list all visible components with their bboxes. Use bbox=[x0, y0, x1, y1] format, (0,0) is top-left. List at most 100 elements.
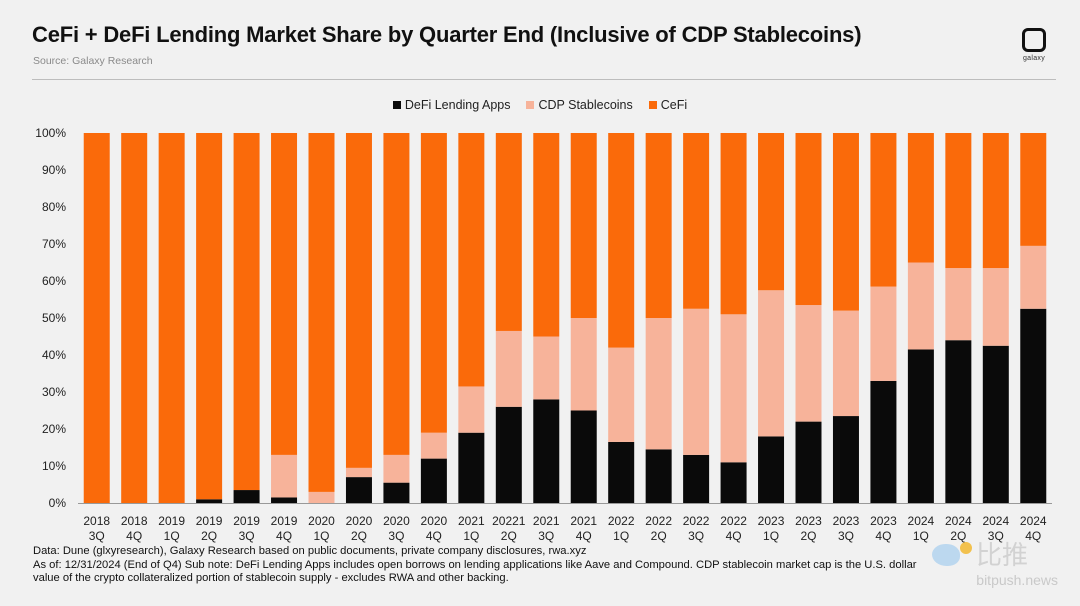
watermark-url: bitpush.news bbox=[976, 572, 1058, 588]
bar-segment-cefi bbox=[495, 133, 522, 331]
x-tick-quarter: 2Q bbox=[651, 529, 667, 543]
y-tick-label: 60% bbox=[42, 274, 66, 288]
bar-segment-defi bbox=[271, 497, 298, 503]
x-tick-year: 2019 bbox=[271, 514, 298, 528]
bar-segment-cdp bbox=[645, 318, 672, 450]
bar-segment-cefi bbox=[982, 133, 1009, 269]
x-tick-year: 2024 bbox=[945, 514, 972, 528]
x-tick-year: 2018 bbox=[121, 514, 148, 528]
x-tick-quarter: 3Q bbox=[89, 529, 105, 543]
bar-segment-defi bbox=[533, 399, 560, 503]
bar-segment-defi bbox=[870, 380, 897, 503]
x-tick-quarter: 4Q bbox=[276, 529, 292, 543]
bar-segment-cdp bbox=[383, 454, 410, 483]
x-tick-year: 2024 bbox=[908, 514, 935, 528]
bar-segment-cdp bbox=[907, 262, 934, 350]
galaxy-logo-icon bbox=[1022, 28, 1046, 52]
x-tick-year: 2024 bbox=[1020, 514, 1047, 528]
x-tick-quarter: 3Q bbox=[239, 529, 255, 543]
bar-segment-defi bbox=[645, 449, 672, 503]
legend-swatch-cdp bbox=[526, 101, 535, 109]
bar-segment-defi bbox=[420, 458, 447, 503]
bar-segment-defi bbox=[345, 477, 372, 503]
bar-segment-defi bbox=[907, 349, 934, 503]
chart-source: Source: Galaxy Research bbox=[33, 55, 153, 67]
bar-segment-cefi bbox=[271, 133, 298, 455]
x-tick-year: 2022 bbox=[645, 514, 672, 528]
x-tick-quarter: 4Q bbox=[576, 529, 592, 543]
bar-segment-cdp bbox=[458, 386, 485, 433]
chart-notes: Data: Dune (glxyresearch), Galaxy Resear… bbox=[33, 545, 1053, 586]
bar-segment-cdp bbox=[795, 305, 822, 422]
bar-segment-cefi bbox=[345, 133, 372, 468]
x-tick-quarter: 1Q bbox=[313, 529, 329, 543]
legend-label-defi: DeFi Lending Apps bbox=[404, 98, 511, 112]
bar-segment-defi bbox=[458, 432, 485, 503]
x-tick-year: 2023 bbox=[795, 514, 822, 528]
bar-segment-cefi bbox=[196, 133, 223, 500]
bar-segment-defi bbox=[233, 490, 260, 503]
y-tick-label: 70% bbox=[42, 237, 66, 251]
x-tick-year: 2022 bbox=[720, 514, 747, 528]
y-tick-label: 20% bbox=[42, 422, 66, 436]
x-tick-year: 2019 bbox=[233, 514, 260, 528]
x-tick-year: 2022 bbox=[608, 514, 635, 528]
x-tick-year: 2023 bbox=[833, 514, 860, 528]
bar-segment-cefi bbox=[832, 133, 859, 311]
x-tick-quarter: 2Q bbox=[950, 529, 966, 543]
bar-segment-cdp bbox=[271, 454, 298, 498]
bar-segment-defi bbox=[758, 436, 785, 503]
x-tick-quarter: 3Q bbox=[388, 529, 404, 543]
x-tick-year: 2020 bbox=[421, 514, 448, 528]
x-tick-year: 20221 bbox=[492, 514, 526, 528]
x-tick-quarter: 3Q bbox=[838, 529, 854, 543]
y-tick-label: 10% bbox=[42, 459, 66, 473]
watermark-bird-icon bbox=[932, 544, 960, 566]
bar-segment-defi bbox=[608, 441, 635, 503]
x-tick-quarter: 4Q bbox=[1025, 529, 1041, 543]
x-tick-year: 2020 bbox=[308, 514, 335, 528]
bar-segment-cefi bbox=[158, 133, 185, 503]
legend-swatch-defi bbox=[392, 101, 401, 109]
x-tick-quarter: 4Q bbox=[726, 529, 742, 543]
legend-swatch-cefi bbox=[648, 101, 657, 109]
bar-segment-cefi bbox=[121, 133, 148, 503]
x-tick-year: 2018 bbox=[83, 514, 110, 528]
chart-title: CeFi + DeFi Lending Market Share by Quar… bbox=[32, 22, 862, 47]
bar-segment-cefi bbox=[795, 133, 822, 306]
x-tick-year: 2024 bbox=[982, 514, 1009, 528]
x-tick-quarter: 1Q bbox=[613, 529, 629, 543]
bar-segment-defi bbox=[570, 410, 597, 503]
x-tick-quarter: 4Q bbox=[126, 529, 142, 543]
x-tick-year: 2020 bbox=[383, 514, 410, 528]
bar-segment-defi bbox=[720, 462, 747, 503]
x-tick-year: 2023 bbox=[870, 514, 897, 528]
bar-segment-cdp bbox=[758, 290, 785, 437]
bar-segment-defi bbox=[196, 499, 223, 503]
bar-segment-defi bbox=[795, 421, 822, 503]
x-tick-quarter: 2Q bbox=[351, 529, 367, 543]
bar-segment-cefi bbox=[645, 133, 672, 318]
bar-segment-defi bbox=[495, 406, 522, 503]
bar-segment-cdp bbox=[1020, 245, 1047, 309]
bar-segment-cefi bbox=[907, 133, 934, 263]
x-tick-quarter: 2Q bbox=[201, 529, 217, 543]
bar-segment-cefi bbox=[233, 133, 260, 491]
x-tick-quarter: 2Q bbox=[800, 529, 816, 543]
legend-label-cefi: CeFi bbox=[660, 98, 688, 112]
bar-segment-cdp bbox=[345, 467, 372, 478]
y-tick-label: 40% bbox=[42, 348, 66, 362]
x-tick-quarter: 2Q bbox=[501, 529, 517, 543]
bar-segment-cefi bbox=[533, 133, 560, 337]
bar-segment-cefi bbox=[945, 133, 972, 269]
notes-asof-line: As of: 12/31/2024 (End of Q4) Sub note: … bbox=[33, 558, 917, 571]
bar-segment-defi bbox=[832, 416, 859, 503]
y-tick-label: 50% bbox=[42, 311, 66, 325]
bar-segment-cefi bbox=[608, 133, 635, 348]
x-tick-year: 2021 bbox=[570, 514, 597, 528]
header-divider bbox=[32, 79, 1056, 80]
x-tick-quarter: 4Q bbox=[426, 529, 442, 543]
bar-segment-cdp bbox=[533, 336, 560, 400]
x-tick-quarter: 1Q bbox=[913, 529, 929, 543]
x-tick-quarter: 3Q bbox=[538, 529, 554, 543]
